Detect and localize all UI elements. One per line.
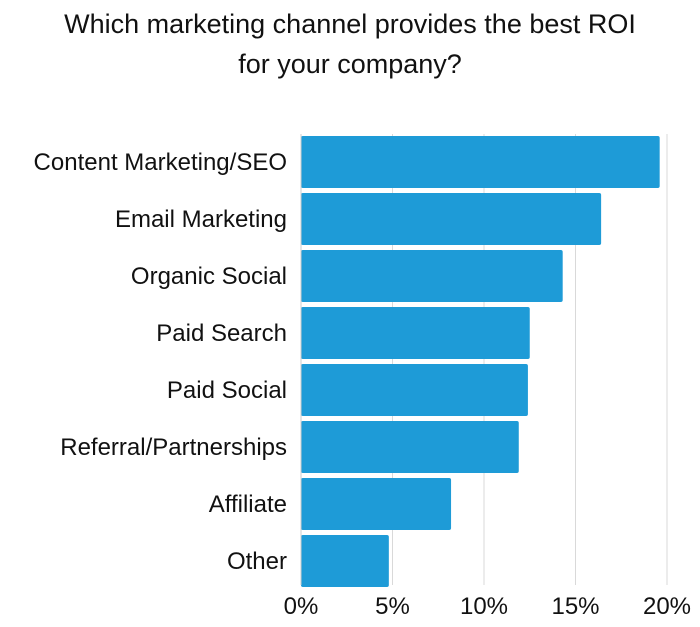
bar xyxy=(301,478,452,530)
bar xyxy=(301,250,563,302)
category-label: Paid Search xyxy=(156,320,287,347)
category-label: Referral/Partnerships xyxy=(60,434,287,461)
x-tick-label: 0% xyxy=(284,593,319,620)
bar xyxy=(301,364,528,416)
category-label: Paid Social xyxy=(167,377,287,404)
x-tick-labels: 0% 5% 10% 15% 20% xyxy=(284,593,691,620)
category-label: Email Marketing xyxy=(115,206,287,233)
bar xyxy=(301,421,519,473)
category-label: Content Marketing/SEO xyxy=(34,149,287,176)
category-labels: Content Marketing/SEO Email Marketing Orga… xyxy=(34,149,287,575)
bars xyxy=(301,136,660,587)
bar xyxy=(301,307,530,359)
x-tick-label: 15% xyxy=(551,593,599,620)
chart-title-line-2: for your company? xyxy=(238,49,462,79)
chart-title: Which marketing channel provides the bes… xyxy=(0,4,700,84)
bar xyxy=(301,193,602,245)
x-tick-label: 10% xyxy=(460,593,508,620)
bar xyxy=(301,136,660,188)
category-label: Other xyxy=(227,548,287,575)
x-tick-label: 20% xyxy=(643,593,691,620)
x-tick-label: 5% xyxy=(375,593,410,620)
bar xyxy=(301,535,389,587)
chart-title-line-1: Which marketing channel provides the bes… xyxy=(64,9,636,39)
category-label: Organic Social xyxy=(131,263,287,290)
category-label: Affiliate xyxy=(209,491,287,518)
